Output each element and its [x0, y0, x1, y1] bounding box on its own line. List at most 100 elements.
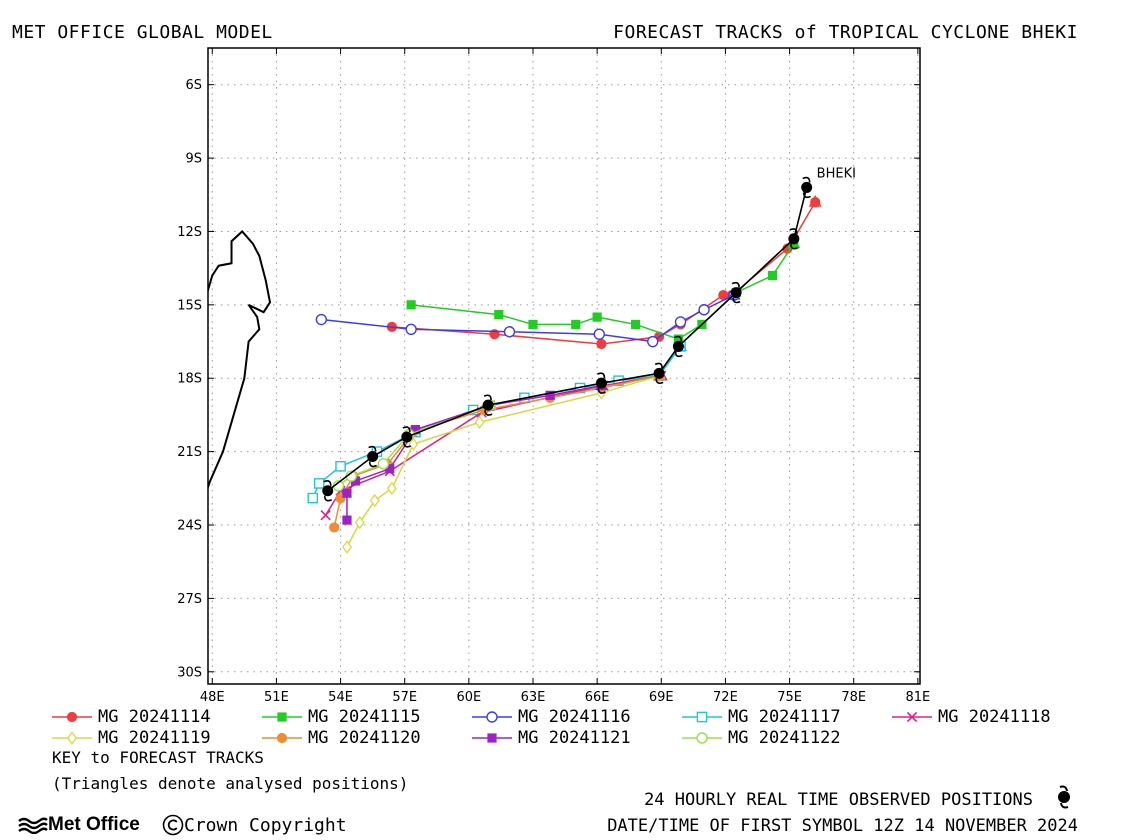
track-point [406, 300, 416, 310]
observed-position [482, 394, 494, 416]
track-point [313, 478, 325, 489]
grid-layer [208, 48, 920, 684]
track-line [391, 201, 816, 345]
track-point [696, 732, 708, 744]
x-tick-label: 81E [905, 690, 930, 705]
track-point [342, 488, 352, 498]
analysed-position-triangle [808, 194, 822, 207]
observed-position-dot [482, 399, 494, 411]
legend-label: MG 20241118 [938, 707, 1051, 727]
track-point [307, 492, 319, 504]
legend-swatch [892, 711, 932, 723]
track-point [696, 711, 708, 723]
storm-name-label: BHEKI [817, 166, 856, 181]
observed-position-arm [597, 372, 606, 379]
legend-swatch [52, 711, 92, 723]
y-tick-label: 15S [177, 298, 202, 313]
observed-position-arm [402, 426, 411, 432]
track-point [342, 515, 352, 525]
observed-position-arm [790, 243, 799, 250]
triangles-note: (Triangles denote analysed positions) [52, 774, 409, 793]
observed-position [788, 228, 800, 250]
crown-copyright: Crown Copyright [162, 814, 347, 836]
track-point [405, 323, 417, 336]
observed-position-arm [731, 281, 740, 288]
observed-position-arm [674, 351, 683, 358]
track-point [386, 481, 397, 496]
track-point [631, 319, 641, 330]
track-line [312, 345, 682, 499]
track-point [545, 390, 555, 400]
met-office-waves-icon [18, 817, 48, 834]
track-point [571, 319, 581, 330]
y-tick-label: 12S [177, 225, 202, 240]
x-tick-label: 78E [841, 690, 866, 705]
y-tick-label: 24S [177, 519, 202, 534]
track-point [66, 711, 78, 723]
track-point [593, 328, 605, 340]
legend-swatch [472, 711, 512, 723]
legend-label: MG 20241119 [98, 728, 211, 748]
track-point [369, 493, 380, 508]
forecast-track [406, 236, 801, 344]
observed-position [730, 281, 742, 304]
legend-label: MG 20241120 [308, 728, 421, 748]
track-line [321, 294, 735, 343]
x-tick-label: 72E [713, 690, 738, 705]
observed-position [672, 335, 684, 358]
track-point [342, 540, 352, 554]
first-symbol-date: DATE/TIME OF FIRST SYMBOL 12Z 14 NOVEMBE… [607, 816, 1078, 836]
legend-swatch [682, 732, 722, 744]
track-point [385, 464, 395, 474]
forecast-track [315, 287, 741, 348]
forecast-track [386, 194, 822, 350]
header-model-title: MET OFFICE GLOBAL MODEL [12, 22, 273, 43]
axis-layer: 48E 51E 54E 57E 60E 63E 66E 69E 72E 75E 78E 81E 6S 9S… [177, 48, 930, 705]
track-point [315, 313, 328, 326]
legend-item: MG 20241116 [472, 706, 631, 728]
legend-item: MG 20241121 [472, 727, 631, 749]
track-point [674, 316, 687, 328]
observed-position-arm [323, 480, 332, 486]
x-tick-label: 75E [777, 690, 802, 705]
observed-position [595, 372, 607, 394]
track-point [276, 732, 288, 744]
track-point [354, 515, 365, 530]
legend-item: MG 20241122 [682, 727, 841, 749]
plot-frame [207, 47, 921, 685]
observed-position [653, 362, 665, 385]
track-point [335, 460, 346, 472]
observed-track-line [327, 187, 808, 492]
y-tick-label: 9S [185, 152, 202, 167]
x-tick-label: 57E [392, 690, 417, 705]
observed-position-arm [368, 461, 377, 468]
legend-swatch [52, 731, 92, 745]
observed-position-arm [674, 335, 683, 342]
observed-position-dot [788, 233, 800, 245]
legend-label: MG 20241116 [518, 707, 631, 727]
observed-position [801, 176, 813, 199]
series-layer [307, 194, 822, 554]
observed-positions-label: 24 HOURLY REAL TIME OBSERVED POSITIONS [644, 790, 1033, 810]
track-point [486, 711, 498, 723]
observed-position-arm [483, 394, 492, 401]
coastline-layer [208, 230, 272, 491]
y-tick-label: 18S [177, 372, 202, 387]
observed-position-arm [802, 192, 811, 199]
legend-item: MG 20241118 [892, 706, 1051, 728]
track-point [503, 326, 516, 338]
observed-position-icon [1058, 785, 1070, 809]
legend-label: MG 20241115 [308, 707, 421, 727]
x-tick-label: 54E [328, 690, 353, 705]
header-chart-title: FORECAST TRACKS of TROPICAL CYCLONE BHEK… [613, 22, 1078, 43]
y-tick-label: 6S [185, 78, 202, 93]
x-tick-label: 69E [649, 690, 674, 705]
met-office-logo: Met Office [18, 814, 140, 836]
observed-position-arm [597, 388, 606, 394]
track-point [329, 522, 340, 533]
observed-position-arm [323, 495, 333, 502]
observed-position [322, 480, 334, 502]
observed-position [367, 445, 379, 468]
copyright-icon [162, 814, 184, 836]
